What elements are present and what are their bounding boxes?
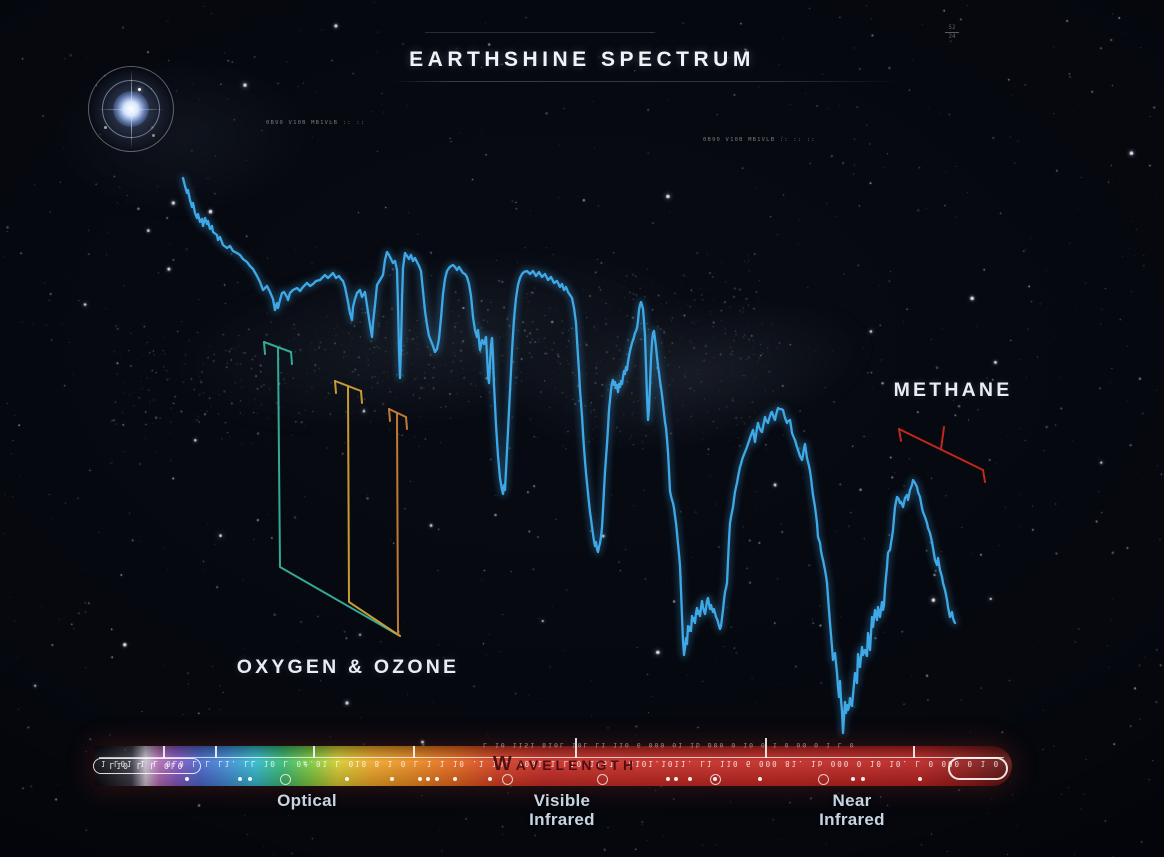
star-core-icon <box>113 91 149 127</box>
bar-ring <box>502 774 513 785</box>
bar-dot <box>418 777 422 781</box>
hud-microtext-right: 0B90 V10B MB1VLB :: :: :: <box>703 137 816 143</box>
star-ring-outer-icon <box>88 66 174 152</box>
methane-marker <box>982 469 986 483</box>
bar-dot <box>918 777 922 781</box>
oxygen-ozone-marker <box>388 408 391 422</box>
bar-right-end-pill <box>948 757 1008 780</box>
wavelength-tick <box>913 746 915 758</box>
band-label-visible-infrared: Visible Infrared <box>529 791 595 829</box>
bar-dot <box>758 777 762 781</box>
band-label-line: Infrared <box>819 810 885 829</box>
ring-dot-icon <box>104 126 107 129</box>
band-label-near-infrared: Near Infrared <box>819 791 885 829</box>
bar-dot <box>238 777 242 781</box>
methane-marker <box>940 426 945 450</box>
spectrum-line-glow <box>179 174 959 737</box>
bar-left-pill-text: L10 L L 0L0 <box>109 761 185 771</box>
methane-marker <box>898 428 902 442</box>
band-label-line: Infrared <box>529 810 595 829</box>
bar-ring <box>818 774 829 785</box>
hud-corner-glyph-bottom: 24 <box>948 33 956 40</box>
methane-label: METHANE <box>893 379 1013 401</box>
title-overline <box>425 32 655 33</box>
bar-dot <box>453 777 457 781</box>
band-label-line: Visible <box>533 791 591 810</box>
ring-dot-icon <box>138 88 141 91</box>
oxygen-ozone-marker <box>405 416 408 430</box>
bar-dot <box>435 777 439 781</box>
bar-ring <box>597 774 608 785</box>
oxygen-ozone-marker <box>263 341 266 355</box>
hud-corner-glyph-divider <box>945 32 959 33</box>
oxygen-ozone-marker <box>263 341 292 353</box>
wavelength-tick <box>413 746 415 758</box>
bar-dot <box>488 777 492 781</box>
oxygen-ozone-marker <box>347 385 401 637</box>
bar-dot <box>674 777 678 781</box>
bar-ring <box>280 774 291 785</box>
bar-left-end-pill: L10 L L 0L0 <box>93 758 201 774</box>
bar-dot <box>666 777 670 781</box>
bar-dot <box>426 777 430 781</box>
hud-microtext-left: 0B90 V10B MB1VLB :: :: <box>266 120 366 126</box>
oxygen-ozone-marker <box>360 390 363 404</box>
oxygen-ozone-marker <box>290 351 293 365</box>
wavelength-tick <box>313 746 315 758</box>
hud-corner-glyph-top: 52 <box>948 24 956 31</box>
wavelength-numerals-upper: L 10 1151 810L 10L L1 110 6 000 01 1b 00… <box>483 741 856 749</box>
star-emblem <box>86 64 176 154</box>
oxygen-ozone-label: OXYGEN & OZONE <box>236 656 460 678</box>
wavelength-tick <box>163 746 165 758</box>
bar-dot <box>861 777 865 781</box>
band-label-optical: Optical <box>277 791 337 810</box>
oxygen-ozone-marker <box>334 380 337 394</box>
band-label-line: Near <box>832 791 872 810</box>
bar-dot <box>851 777 855 781</box>
wavelength-axis-line <box>99 757 1004 758</box>
title-underline <box>390 81 906 82</box>
bar-dot <box>248 777 252 781</box>
bar-dot <box>390 777 394 781</box>
ring-dot-icon <box>152 134 155 137</box>
oxygen-ozone-marker <box>277 347 401 637</box>
wavelength-tick <box>575 738 577 758</box>
page-title: EARTHSHINE SPECTRUM <box>409 48 755 71</box>
wavelength-gradient <box>95 746 1012 786</box>
wavelength-bar-shading <box>95 746 1012 786</box>
bar-dot <box>688 777 692 781</box>
hud-corner-glyph: 52 24 <box>945 25 959 40</box>
wavelength-bar: 1 L01 1 L 0L0 L L L1. LL 10 L 0#.01 L 01… <box>93 738 1012 786</box>
oxygen-ozone-marker <box>396 412 401 637</box>
bar-ring <box>710 774 721 785</box>
wavelength-title: Wavelength <box>492 753 638 775</box>
wavelength-tick <box>765 738 767 758</box>
spectrum-line <box>181 176 957 735</box>
bar-dot <box>185 777 189 781</box>
wavelength-tick <box>215 746 217 758</box>
bar-dot <box>345 777 349 781</box>
band-label-line: Optical <box>277 791 337 810</box>
